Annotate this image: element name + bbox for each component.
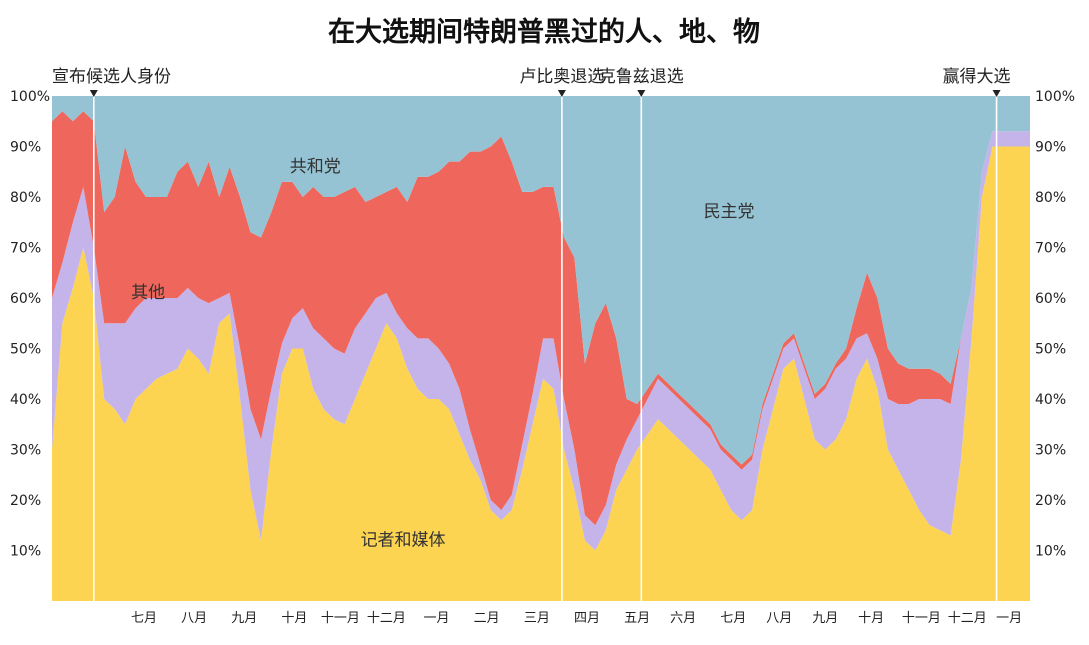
area-series-0 xyxy=(52,146,1030,601)
y-tick-right-7: 80% xyxy=(1035,190,1066,206)
area-series-3 xyxy=(52,96,1030,465)
x-tick-17: 十二月 xyxy=(948,611,987,626)
x-tick-13: 八月 xyxy=(766,611,792,626)
y-axis-left: 10% 20% 30% 40% 50% 60% 70% 80% 90% 100% xyxy=(10,89,50,560)
x-tick-9: 四月 xyxy=(574,611,600,626)
x-tick-8: 三月 xyxy=(524,611,550,626)
y-tick-left-3: 40% xyxy=(10,392,41,408)
y-tick-left-1: 20% xyxy=(10,493,41,509)
event-marker-icon-0 xyxy=(89,90,98,97)
x-tick-18: 一月 xyxy=(996,611,1022,626)
x-tick-10: 五月 xyxy=(624,611,650,626)
area-label-2: 民主党 xyxy=(704,202,755,222)
y-tick-right-6: 70% xyxy=(1035,241,1066,257)
y-tick-left-0: 10% xyxy=(10,544,41,560)
x-tick-14: 九月 xyxy=(812,611,838,626)
y-tick-right-8: 90% xyxy=(1035,140,1066,156)
y-tick-right-4: 50% xyxy=(1035,342,1066,358)
y-tick-left-6: 70% xyxy=(10,241,41,257)
y-tick-left-2: 30% xyxy=(10,443,41,459)
y-tick-left-7: 80% xyxy=(10,190,41,206)
y-tick-left-5: 60% xyxy=(10,291,41,307)
x-tick-3: 十月 xyxy=(281,611,307,626)
x-tick-0: 七月 xyxy=(131,611,157,626)
area-label-3: 记者和媒体 xyxy=(361,530,446,550)
x-tick-16: 十一月 xyxy=(902,611,941,626)
event-marker-icon-3 xyxy=(992,90,1001,97)
x-tick-11: 六月 xyxy=(670,611,696,626)
area-label-1: 其他 xyxy=(131,283,165,303)
x-tick-4: 十一月 xyxy=(321,611,360,626)
x-tick-5: 十二月 xyxy=(367,611,406,626)
area-series-1 xyxy=(52,131,1030,551)
event-label-1: 卢比奥退选 xyxy=(519,67,604,87)
x-tick-7: 二月 xyxy=(474,611,500,626)
x-tick-6: 一月 xyxy=(424,611,450,626)
y-tick-right-3: 40% xyxy=(1035,392,1066,408)
y-tick-right-9: 100% xyxy=(1035,89,1075,105)
y-tick-left-4: 50% xyxy=(10,342,41,358)
x-axis: 七月 八月 九月 十月 十一月 十二月 一月 二月 三月 四月 五月 六月 七月 八月 九月 十月 十一月 十二月… xyxy=(131,611,1022,626)
area-series-2 xyxy=(52,111,1030,526)
area-label-0: 共和党 xyxy=(290,157,341,177)
y-tick-left-9: 100% xyxy=(10,89,50,105)
y-tick-right-2: 30% xyxy=(1035,443,1066,459)
y-axis-right: 10% 20% 30% 40% 50% 60% 70% 80% 90% 100% xyxy=(1035,89,1075,560)
event-label-0: 宣布候选人身份 xyxy=(52,67,171,87)
event-marker-icon-2 xyxy=(637,90,646,97)
event-label-3: 赢得大选 xyxy=(943,67,1011,87)
y-tick-right-5: 60% xyxy=(1035,291,1066,307)
x-tick-1: 八月 xyxy=(181,611,207,626)
x-tick-15: 十月 xyxy=(858,611,884,626)
stacked-areas xyxy=(52,96,1030,601)
chart-title: 在大选期间特朗普黑过的人、地、物 xyxy=(328,16,760,48)
y-tick-right-1: 20% xyxy=(1035,493,1066,509)
x-tick-2: 九月 xyxy=(231,611,257,626)
event-marker-icon-1 xyxy=(557,90,566,97)
event-label-2: 克鲁兹退选 xyxy=(599,67,684,87)
x-tick-12: 七月 xyxy=(720,611,746,626)
y-tick-left-8: 90% xyxy=(10,140,41,156)
y-tick-right-0: 10% xyxy=(1035,544,1066,560)
